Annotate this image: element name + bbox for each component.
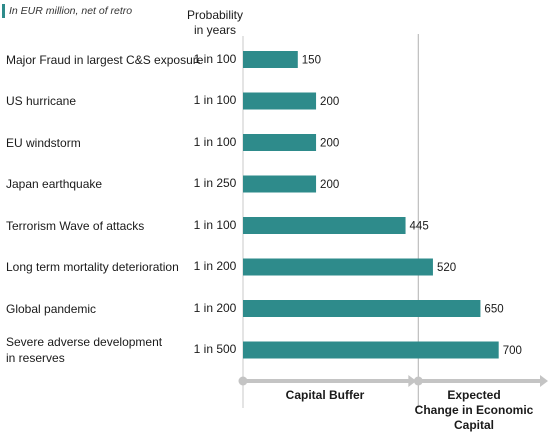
bar-value-6: 650 bbox=[484, 304, 503, 316]
bar-2 bbox=[243, 134, 317, 151]
expected-change-line1: Expected bbox=[447, 388, 501, 402]
category-label-5: Long term mortality deterioration bbox=[6, 259, 179, 275]
probability-label-0: 1 in 100 bbox=[193, 51, 237, 66]
category-label-6: Global pandemic bbox=[6, 301, 96, 317]
probability-label-7: 1 in 500 bbox=[193, 342, 237, 356]
category-label-4: Terrorism Wave of attacks bbox=[6, 218, 144, 234]
bar-4 bbox=[243, 217, 406, 234]
category-label-line: Japan earthquake bbox=[6, 177, 103, 191]
capital-buffer-arrow-start bbox=[238, 376, 248, 386]
category-label-line: Terrorism Wave of attacks bbox=[6, 218, 145, 233]
bar-value-0: 150 bbox=[302, 55, 321, 67]
category-label-0: Major Fraud in largest C&S exposure bbox=[6, 52, 203, 68]
category-label-line: in reserves bbox=[6, 351, 65, 365]
category-label-2: EU windstorm bbox=[6, 135, 81, 151]
category-label-line: EU windstorm bbox=[6, 135, 81, 150]
probability-label-3: 1 in 250 bbox=[193, 176, 237, 190]
expected-change-label: Expected Change in Economic Capital bbox=[400, 388, 548, 433]
chart-subtitle: In EUR million, net of retro bbox=[9, 5, 133, 17]
probability-header: Probability in years bbox=[178, 8, 252, 38]
subtitle-accent bbox=[2, 4, 5, 18]
capital-buffer-label: Capital Buffer bbox=[285, 388, 365, 402]
bar-0 bbox=[243, 51, 298, 68]
probability-label-5: 1 in 200 bbox=[193, 259, 237, 273]
bar-6 bbox=[243, 300, 481, 317]
probability-label-4: 1 in 100 bbox=[193, 217, 237, 232]
probability-header-line1: Probability bbox=[186, 8, 244, 22]
bar-value-2: 200 bbox=[320, 138, 339, 150]
bar-1 bbox=[243, 92, 317, 110]
bar-3 bbox=[243, 175, 317, 193]
expected-change-line2: Change in Economic Capital bbox=[414, 403, 534, 432]
category-label-line: Major Fraud in largest C&S exposure bbox=[6, 52, 204, 67]
category-label-line: US hurricane bbox=[6, 94, 77, 108]
category-label-line: Severe adverse development bbox=[6, 335, 163, 349]
bar-value-1: 200 bbox=[320, 96, 339, 108]
bar-value-5: 520 bbox=[437, 262, 456, 274]
bar-value-4: 445 bbox=[410, 221, 429, 233]
bar-value-3: 200 bbox=[320, 179, 339, 191]
bar-5 bbox=[243, 258, 433, 276]
expected-change-arrow-start bbox=[413, 376, 423, 386]
capital-buffer-arrow-head bbox=[408, 375, 417, 387]
probability-label-6: 1 in 200 bbox=[193, 300, 237, 315]
probability-label-1: 1 in 100 bbox=[193, 93, 237, 107]
category-label-line: Long term mortality deterioration bbox=[6, 260, 179, 274]
expected-change-arrow-head bbox=[540, 375, 548, 387]
probability-label-2: 1 in 100 bbox=[193, 134, 237, 149]
category-label-line: Global pandemic bbox=[6, 301, 97, 316]
bar-value-7: 700 bbox=[503, 345, 522, 357]
bar-7 bbox=[243, 341, 499, 359]
category-label-7: Severe adverse development in reserves bbox=[6, 334, 162, 366]
category-label-3: Japan earthquake bbox=[6, 176, 102, 192]
category-label-1: US hurricane bbox=[6, 93, 76, 109]
probability-header-line2: in years bbox=[193, 23, 237, 37]
